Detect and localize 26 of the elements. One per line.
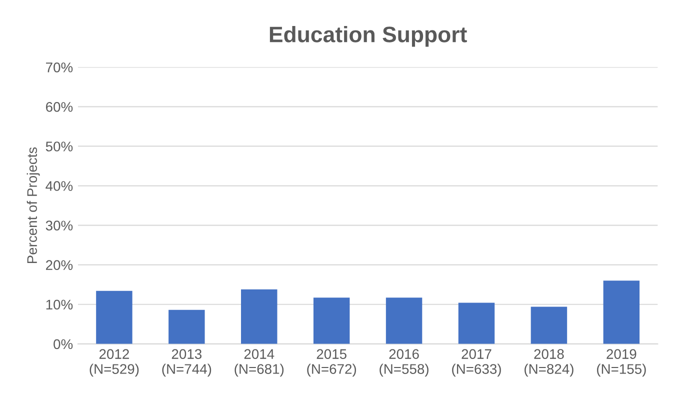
x-tick-label: 2018 (N=824): [524, 349, 574, 377]
bar: [386, 298, 422, 344]
y-tick-label: 70%: [46, 62, 73, 72]
y-tick-label: 10%: [46, 300, 73, 310]
y-axis-title: Percent of Projects: [26, 147, 40, 264]
x-tick-label: 2015 (N=672): [307, 349, 356, 377]
y-tick-label: 60%: [46, 102, 73, 112]
bar: [530, 306, 568, 344]
y-tick-label: 30%: [46, 220, 73, 230]
bar: [458, 302, 495, 344]
y-tick-label: 40%: [46, 181, 73, 191]
bar: [241, 289, 278, 344]
y-tick-label: 20%: [46, 260, 73, 270]
x-tick-label: 2013 (N=744): [162, 349, 212, 377]
bar: [96, 290, 132, 344]
bar: [313, 298, 350, 344]
bar: [603, 280, 640, 344]
x-tick-label: 2012 (N=529): [90, 349, 139, 377]
chart-title: Education Support: [270, 26, 467, 47]
y-tick-label: 50%: [46, 142, 73, 152]
bar: [168, 310, 205, 344]
x-tick-label: 2016 (N=558): [380, 349, 428, 377]
x-tick-label: 2014 (N=681): [234, 349, 284, 377]
x-tick-label: 2017 (N=633): [452, 349, 501, 377]
x-tick-label: 2019 (N=155): [597, 349, 646, 377]
y-tick-label: 0%: [54, 339, 73, 350]
